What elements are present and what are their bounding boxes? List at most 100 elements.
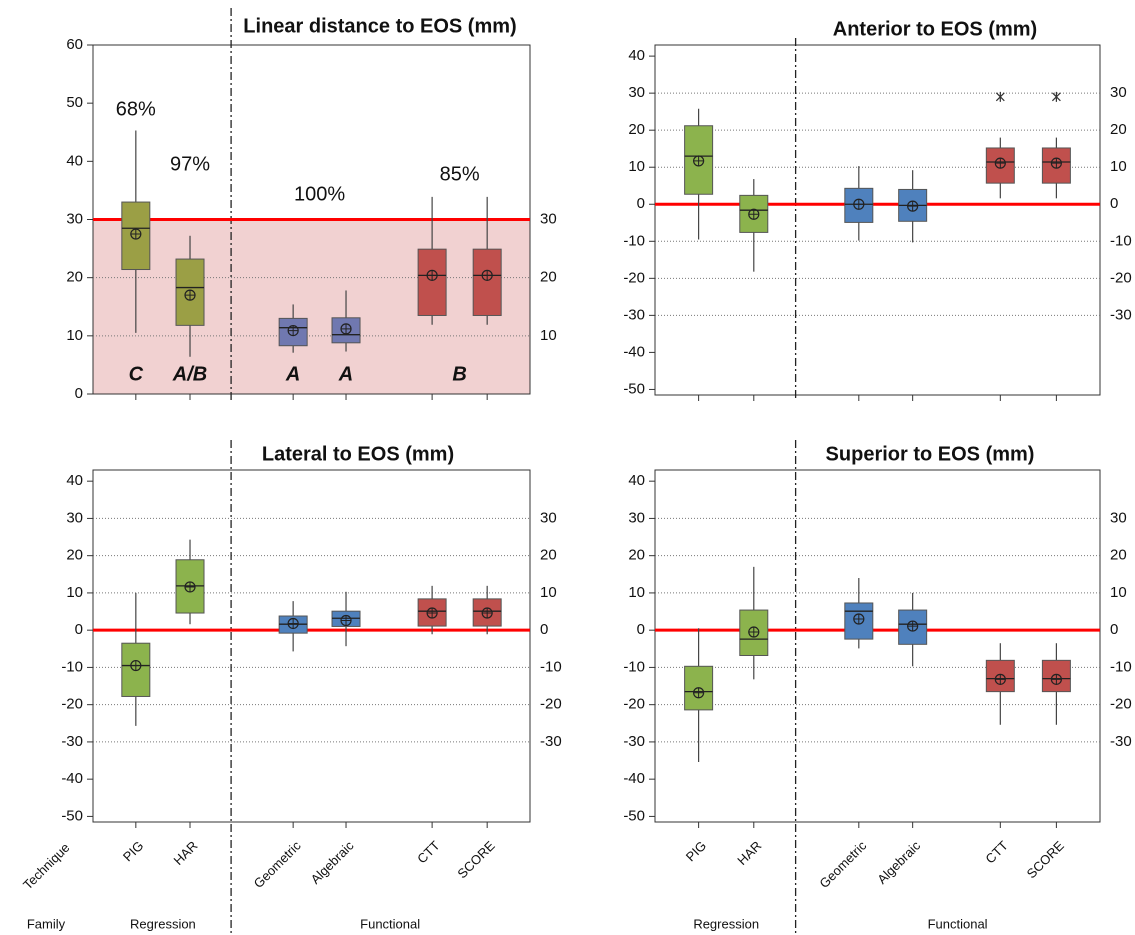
y-tick-label: 10: [628, 158, 645, 175]
y2-tick-label: 20: [540, 547, 557, 564]
y-tick-label: 30: [66, 509, 83, 526]
y2-tick-label: 20: [540, 269, 557, 286]
y-tick-label: -20: [61, 696, 83, 713]
y2-tick-label: -20: [1110, 269, 1132, 286]
x-tick-label: PIG: [120, 838, 146, 864]
mean-cross: [482, 608, 493, 619]
mean-cross: [1051, 674, 1062, 685]
y-tick-label: 0: [637, 621, 645, 638]
y-tick-label: 60: [66, 36, 83, 53]
y-tick-label: 10: [66, 327, 83, 344]
y2-tick-label: -30: [540, 733, 562, 750]
y2-tick-label: 10: [1110, 584, 1127, 601]
box: [472, 598, 502, 627]
x-tick-label: Algebraic: [874, 838, 923, 887]
family-label: Functional: [928, 916, 988, 931]
chart-title: Superior to EOS (mm): [826, 443, 1035, 465]
y-tick-label: 40: [66, 472, 83, 489]
y-tick-label: -50: [623, 807, 645, 824]
plot-frame: [654, 44, 1101, 396]
mean-cross: [853, 199, 864, 210]
mean-cross: [341, 323, 352, 334]
mean-cross: [907, 621, 918, 632]
y2-tick-label: -10: [540, 658, 562, 675]
y-tick-label: -40: [61, 770, 83, 787]
x-tick-label: SCORE: [1024, 838, 1068, 882]
y2-tick-label: 30: [540, 210, 557, 227]
percent-annotation: 97%: [170, 153, 210, 175]
y2-tick-label: -10: [1110, 658, 1132, 675]
y-tick-label: -10: [623, 232, 645, 249]
y-tick-label: -30: [623, 306, 645, 323]
y-tick-label: 10: [628, 584, 645, 601]
y-tick-label: -40: [623, 343, 645, 360]
y-tick-label: 10: [66, 584, 83, 601]
y-tick-label: 30: [628, 84, 645, 101]
y-tick-label: 40: [628, 47, 645, 64]
box: [739, 194, 769, 233]
y2-tick-label: 10: [540, 327, 557, 344]
y2-tick-label: 0: [1110, 195, 1118, 212]
y-tick-label: 0: [75, 621, 83, 638]
x-tick-label: Geometric: [251, 838, 304, 891]
y2-tick-label: 0: [1110, 621, 1118, 638]
x-tick-label: Geometric: [816, 838, 869, 891]
mean-cross: [482, 270, 493, 281]
mean-cross: [130, 229, 141, 240]
group-letter: A/B: [172, 363, 207, 385]
technique-title: Technique: [20, 840, 73, 893]
y-tick-label: -20: [623, 696, 645, 713]
mean-cross: [130, 660, 141, 671]
mean-cross: [1051, 158, 1062, 169]
mean-cross: [748, 209, 759, 220]
y2-tick-label: -20: [540, 696, 562, 713]
mean-cross: [853, 613, 864, 624]
y-tick-label: 0: [75, 385, 83, 402]
x-tick-label: CTT: [982, 838, 1011, 867]
y-tick-label: -50: [623, 380, 645, 397]
y-tick-label: 20: [628, 121, 645, 138]
family-title: Family: [27, 916, 66, 931]
mean-cross: [185, 290, 196, 301]
y-tick-label: 50: [66, 94, 83, 111]
y2-tick-label: 20: [1110, 121, 1127, 138]
y2-tick-label: 30: [540, 509, 557, 526]
mean-cross: [748, 627, 759, 638]
x-tick-label: HAR: [171, 838, 201, 868]
y-tick-label: -30: [61, 733, 83, 750]
outlier: [995, 91, 1005, 102]
y-tick-label: -50: [61, 807, 83, 824]
y-tick-label: 30: [66, 210, 83, 227]
x-tick-label: HAR: [734, 838, 764, 868]
mean-cross: [427, 270, 438, 281]
y2-tick-label: 10: [1110, 158, 1127, 175]
mean-cross: [185, 581, 196, 592]
y2-tick-label: -30: [1110, 306, 1132, 323]
chart-title: Anterior to EOS (mm): [833, 18, 1037, 40]
y2-tick-label: 20: [1110, 547, 1127, 564]
mean-cross: [995, 674, 1006, 685]
family-label: Regression: [130, 916, 196, 931]
y-tick-label: 40: [66, 152, 83, 169]
group-letter: A: [285, 363, 300, 385]
y-tick-label: -10: [61, 658, 83, 675]
y2-tick-label: 30: [1110, 509, 1127, 526]
y2-tick-label: -30: [1110, 733, 1132, 750]
plot-frame: [654, 469, 1101, 823]
shaded-range: [93, 219, 530, 394]
y-tick-label: -20: [623, 269, 645, 286]
y-tick-label: 30: [628, 509, 645, 526]
y-tick-label: 20: [628, 547, 645, 564]
x-tick-label: Algebraic: [308, 838, 357, 887]
mean-cross: [693, 687, 704, 698]
mean-cross: [693, 155, 704, 166]
family-label: Regression: [693, 916, 759, 931]
y2-tick-label: -10: [1110, 232, 1132, 249]
y-tick-label: -30: [623, 733, 645, 750]
y-tick-label: -40: [623, 770, 645, 787]
family-label: Functional: [360, 916, 420, 931]
x-tick-label: SCORE: [454, 838, 498, 882]
mean-cross: [288, 325, 299, 336]
mean-cross: [995, 158, 1006, 169]
x-tick-label: CTT: [414, 838, 443, 867]
